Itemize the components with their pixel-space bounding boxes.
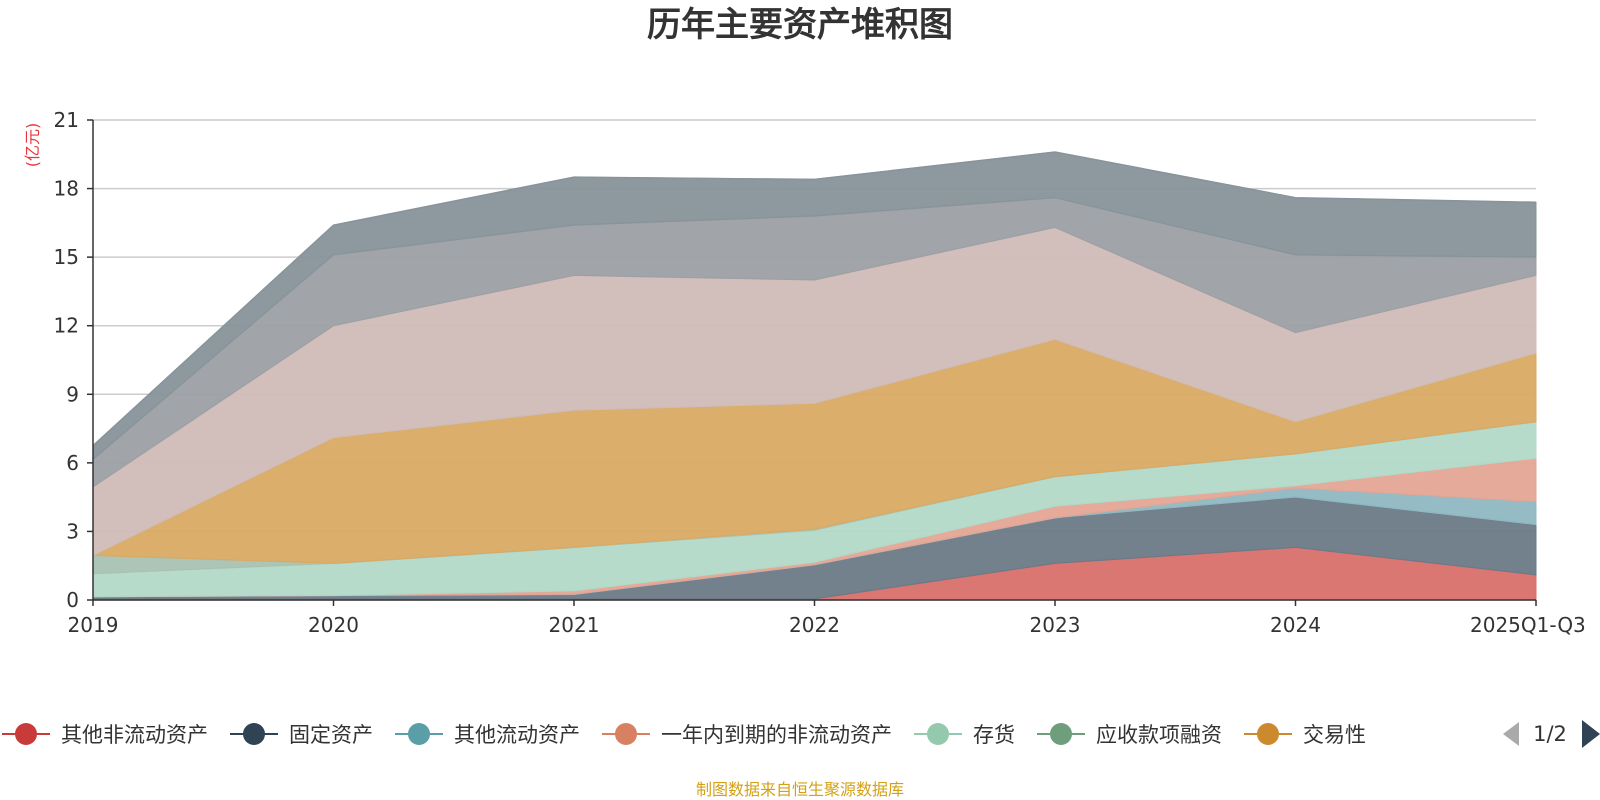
y-tick-label: 3 xyxy=(66,519,79,543)
prev-page-icon[interactable] xyxy=(1503,722,1519,746)
legend-marker xyxy=(15,723,37,745)
legend-label: 存货 xyxy=(973,723,1015,747)
chart-title: 历年主要资产堆积图 xyxy=(647,5,953,45)
x-tick-label: 2020 xyxy=(308,613,359,637)
y-tick-label: 0 xyxy=(66,588,79,612)
x-tick-label: 2023 xyxy=(1030,613,1081,637)
legend-label: 其他流动资产 xyxy=(454,723,580,747)
legend-marker xyxy=(243,723,265,745)
source-note: 制图数据来自恒生聚源数据库 xyxy=(696,780,904,799)
x-tick-label: 2019 xyxy=(68,613,119,637)
y-axis-unit: (亿元) xyxy=(23,123,42,168)
legend-item-5[interactable]: 应收款项融资 xyxy=(1037,723,1222,747)
legend-marker xyxy=(408,723,430,745)
y-tick-label: 6 xyxy=(66,451,79,475)
legend-item-1[interactable]: 固定资产 xyxy=(230,723,373,747)
legend-label: 固定资产 xyxy=(289,723,373,747)
legend-label: 交易性 xyxy=(1303,723,1366,747)
legend-item-0[interactable]: 其他非流动资产 xyxy=(2,723,208,747)
legend: 其他非流动资产 固定资产 其他流动资产 一年内到期的非流动资产 存货 应收款项融资 交易性 xyxy=(2,723,1366,747)
legend-marker xyxy=(1257,723,1279,745)
legend-label: 其他非流动资产 xyxy=(61,723,208,747)
y-tick-label: 15 xyxy=(54,245,79,269)
y-tick-label: 18 xyxy=(54,177,79,201)
y-tick-label: 9 xyxy=(66,382,79,406)
legend-label: 应收款项融资 xyxy=(1096,723,1222,747)
next-page-icon[interactable] xyxy=(1582,720,1600,748)
page-indicator: 1/2 xyxy=(1533,722,1567,746)
legend-marker xyxy=(927,723,949,745)
area-series xyxy=(92,151,1537,601)
x-tick-label: 2021 xyxy=(549,613,600,637)
y-tick-label: 21 xyxy=(54,108,79,132)
legend-item-4[interactable]: 存货 xyxy=(914,723,1015,747)
legend-pager: 1/2 xyxy=(1503,720,1600,748)
x-tick-label: 2025Q1-Q3 xyxy=(1470,613,1586,637)
legend-item-3[interactable]: 一年内到期的非流动资产 xyxy=(602,723,892,747)
legend-label: 一年内到期的非流动资产 xyxy=(661,723,892,747)
series-line-9 xyxy=(92,151,1537,447)
x-tick-label: 2024 xyxy=(1270,613,1321,637)
legend-item-6[interactable]: 交易性 xyxy=(1244,723,1366,747)
legend-item-2[interactable]: 其他流动资产 xyxy=(395,723,580,747)
legend-marker xyxy=(1050,723,1072,745)
legend-marker xyxy=(615,723,637,745)
y-tick-label: 12 xyxy=(54,314,79,338)
x-tick-label: 2022 xyxy=(789,613,840,637)
axes: 0 3 6 9 12 15 18 21 2019 2020 2021 2022 2023 2024 2025… xyxy=(54,108,1586,637)
